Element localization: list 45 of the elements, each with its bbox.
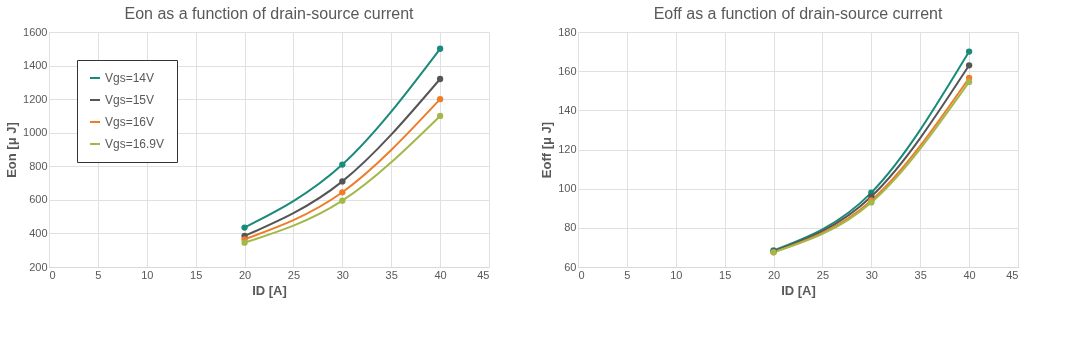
x-axis-title: ID [A] [252,282,287,298]
x-tick-label: 15 [719,268,732,281]
y-tick-label: 100 [558,182,577,195]
x-tick-label: 25 [287,268,301,281]
x-tick-label: 30 [336,268,349,281]
x-tick-label: 20 [238,268,252,281]
y-tick-label: 1600 [23,25,48,38]
legend-label: Vgs=16V [105,115,155,129]
y-tick-label: 1200 [23,92,48,105]
y-tick-label: 160 [558,64,577,77]
y-axis-title: Eoff [μ J] [539,121,555,179]
x-tick-label: 15 [190,268,203,281]
x-tick-label: 45 [1006,268,1019,281]
x-tick-label: 45 [477,268,490,281]
legend-label: Vgs=14V [105,71,155,85]
legend-label: Vgs=15V [105,93,155,107]
x-tick-label: 10 [670,268,683,281]
x-tick-label: 30 [865,268,878,281]
y-tick-label: 60 [564,260,577,273]
x-tick-label: 40 [434,268,447,281]
x-axis-title: ID [A] [781,282,816,298]
chart-title: Eoff as a function of drain-source current [653,5,943,22]
y-tick-label: 400 [29,226,48,239]
x-tick-label: 5 [624,268,631,281]
x-tick-label: 35 [385,268,398,281]
x-tick-label: 10 [141,268,154,281]
x-tick-label: 0 [578,268,585,281]
x-tick-label: 5 [95,268,102,281]
y-axis-title: Eon [μ J] [4,122,20,178]
y-tick-label: 1400 [23,59,48,72]
x-tick-label: 35 [914,268,927,281]
x-tick-label: 20 [767,268,781,281]
y-tick-label: 140 [558,103,577,116]
legend-label: Vgs=16.9V [105,137,165,151]
chart-title: Eon as a function of drain-source current [124,5,415,22]
y-tick-label: 120 [558,143,577,155]
y-tick-label: 600 [29,193,48,206]
x-tick-label: 25 [816,268,830,281]
y-tick-label: 800 [29,159,48,172]
y-tick-label: 1000 [23,126,48,139]
y-tick-label: 200 [29,260,48,273]
x-tick-label: 0 [49,268,56,281]
y-tick-label: 180 [558,25,577,38]
x-tick-label: 40 [963,268,976,281]
y-tick-label: 80 [564,221,577,234]
